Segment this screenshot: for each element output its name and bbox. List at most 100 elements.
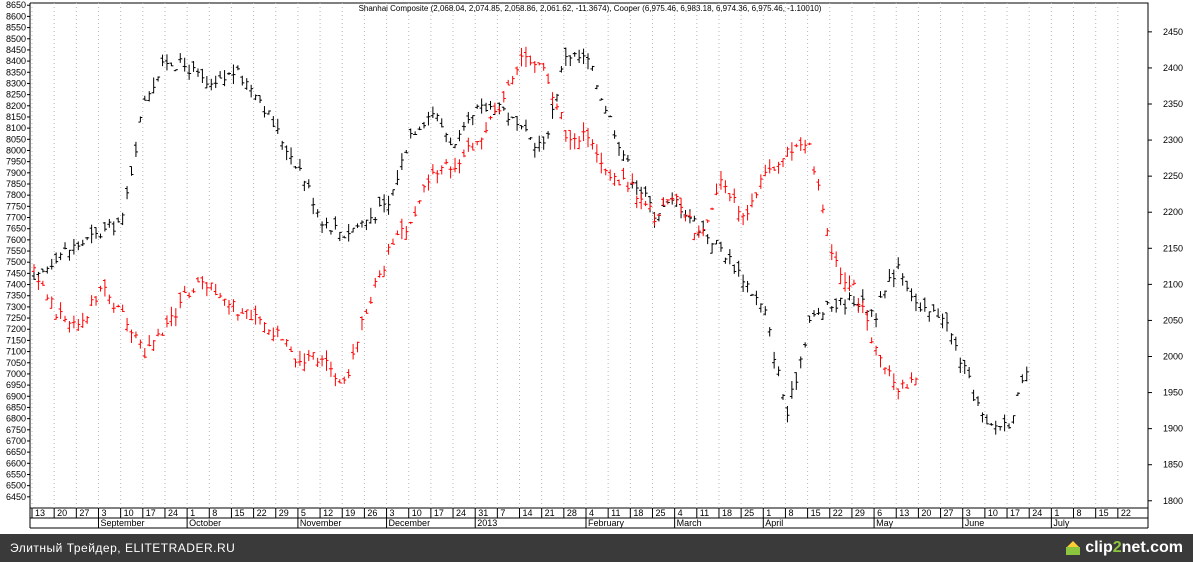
clip2net-icon <box>1066 541 1081 555</box>
x-day-label: 29 <box>855 508 865 518</box>
right-tick-label: 2350 <box>1163 99 1183 109</box>
x-day-label: 4 <box>589 508 594 518</box>
left-tick-label: 7000 <box>6 369 26 379</box>
left-tick-label: 8500 <box>6 34 26 44</box>
x-day-label: 3 <box>101 508 106 518</box>
right-tick-label: 2200 <box>1163 207 1183 217</box>
series-shanhai <box>32 47 1029 435</box>
left-tick-label: 7250 <box>6 313 26 323</box>
x-day-label: 17 <box>146 508 156 518</box>
left-tick-label: 6700 <box>6 436 26 446</box>
left-tick-label: 8650 <box>6 0 26 10</box>
x-day-label: 7 <box>500 508 505 518</box>
x-day-label: 11 <box>611 508 620 518</box>
left-tick-label: 7600 <box>6 235 26 245</box>
x-month-label: December <box>389 518 431 528</box>
x-axis: 13 20 27 3 10 17 24 1 8 15 22 29 5 12 19 26 3 10 17 24 31 7 14… <box>30 508 1148 529</box>
right-tick-label: 2250 <box>1163 171 1183 181</box>
x-day-label: 26 <box>367 508 377 518</box>
x-day-label: 24 <box>168 508 178 518</box>
x-day-label: 18 <box>722 508 732 518</box>
left-tick-label: 8400 <box>6 56 26 66</box>
x-month-label: 2013 <box>477 518 497 528</box>
x-day-label: 18 <box>633 508 643 518</box>
x-day-label: 25 <box>655 508 665 518</box>
left-tick-label: 7450 <box>6 268 26 278</box>
x-day-label: 27 <box>944 508 954 518</box>
x-month-label: April <box>765 518 783 528</box>
x-day-label: 8 <box>212 508 217 518</box>
series-layer <box>32 46 1029 435</box>
left-tick-label: 6550 <box>6 469 26 479</box>
left-tick-label: 7550 <box>6 246 26 256</box>
series-cooper <box>32 46 918 400</box>
x-month-label: September <box>100 518 144 528</box>
right-tick-label: 2400 <box>1163 63 1183 73</box>
left-tick-label: 7100 <box>6 347 26 357</box>
x-month-label: July <box>1053 518 1070 528</box>
x-day-label: 31 <box>478 508 488 518</box>
right-tick-label: 1900 <box>1163 424 1183 434</box>
x-day-label: 10 <box>988 508 998 518</box>
right-tick-label: 2100 <box>1163 279 1183 289</box>
x-month-label: June <box>965 518 985 528</box>
x-day-label: 10 <box>412 508 422 518</box>
chart-window: 6450 6500 6550 6600 6650 6700 6750 6800 6850 6900… <box>0 0 1184 529</box>
left-tick-label: 7050 <box>6 358 26 368</box>
left-tick-label: 7850 <box>6 179 26 189</box>
x-day-label: 24 <box>456 508 466 518</box>
left-tick-label: 7650 <box>6 224 26 234</box>
right-tick-label: 1800 <box>1163 496 1183 506</box>
left-tick-label: 7350 <box>6 291 26 301</box>
x-day-label: 3 <box>966 508 971 518</box>
left-tick-label: 7150 <box>6 335 26 345</box>
right-axis: 1800 1850 1900 1950 2000 2050 2100 2150 2200 2250… <box>1147 3 1183 528</box>
x-day-label: 21 <box>545 508 555 518</box>
x-month-label: February <box>588 518 625 528</box>
x-month-label: May <box>876 518 894 528</box>
x-day-label: 22 <box>1121 508 1131 518</box>
left-tick-label: 7900 <box>6 168 26 178</box>
left-tick-label: 8550 <box>6 23 26 33</box>
plot-area <box>29 2 1149 509</box>
x-day-label: 3 <box>390 508 395 518</box>
brand-logo[interactable]: clip2net.com <box>1065 538 1183 558</box>
right-tick-label: 2150 <box>1163 243 1183 253</box>
x-day-label: 5 <box>301 508 306 518</box>
left-tick-label: 6900 <box>6 391 26 401</box>
grid-layer <box>31 3 1119 508</box>
x-day-label: 15 <box>234 508 244 518</box>
x-day-label: 29 <box>279 508 289 518</box>
left-tick-label: 7200 <box>6 324 26 334</box>
left-tick-label: 8350 <box>6 67 26 77</box>
x-day-label: 11 <box>700 508 709 518</box>
left-tick-label: 8600 <box>6 11 26 21</box>
x-day-label: 8 <box>1077 508 1082 518</box>
left-tick-label: 8250 <box>6 90 26 100</box>
left-tick-label: 6500 <box>6 481 26 491</box>
left-tick-label: 8450 <box>6 45 26 55</box>
x-day-label: 17 <box>434 508 444 518</box>
left-tick-label: 6750 <box>6 425 26 435</box>
left-tick-label: 8300 <box>6 78 26 88</box>
x-day-label: 20 <box>57 508 67 518</box>
x-day-label: 20 <box>921 508 931 518</box>
x-day-label: 22 <box>257 508 267 518</box>
x-day-label: 15 <box>1099 508 1109 518</box>
right-tick-label: 1850 <box>1163 460 1183 470</box>
left-tick-label: 6450 <box>6 492 26 502</box>
x-day-label: 1 <box>190 508 195 518</box>
right-tick-label: 2300 <box>1163 135 1183 145</box>
left-axis-bg <box>0 0 30 528</box>
x-day-label: 1 <box>766 508 771 518</box>
left-tick-label: 8150 <box>6 112 26 122</box>
x-day-label: 8 <box>788 508 793 518</box>
x-day-label: 13 <box>35 508 45 518</box>
x-day-label: 14 <box>523 508 533 518</box>
brand-text: clip2net.com <box>1085 539 1183 556</box>
left-tick-label: 7300 <box>6 302 26 312</box>
x-day-label: 19 <box>345 508 355 518</box>
left-tick-label: 8050 <box>6 134 26 144</box>
left-tick-label: 6950 <box>6 380 26 390</box>
